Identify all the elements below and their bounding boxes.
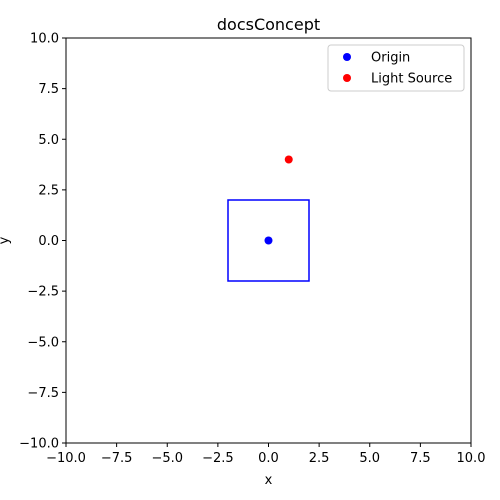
legend-label-origin: Origin bbox=[371, 51, 410, 66]
legend-marker-light-source bbox=[343, 74, 351, 82]
x-tick-label: −10.0 bbox=[46, 451, 86, 466]
chart-title: docsConcept bbox=[217, 15, 320, 34]
x-axis-label: x bbox=[265, 473, 273, 488]
x-tick-label: 2.5 bbox=[309, 451, 330, 466]
y-axis-ticks: −10.0 −7.5 −5.0 −2.5 0.0 2.5 5.0 7.5 10.0 bbox=[19, 32, 66, 452]
point-origin-0 bbox=[264, 236, 273, 245]
y-tick-label: 10.0 bbox=[30, 32, 59, 47]
y-tick-label: 0.0 bbox=[38, 234, 59, 249]
y-tick-label: 5.0 bbox=[38, 133, 59, 148]
plot-rectangle-0 bbox=[227, 199, 310, 282]
plot-points bbox=[264, 155, 293, 245]
x-tick-label: 7.5 bbox=[410, 451, 431, 466]
y-tick-label: −10.0 bbox=[19, 437, 59, 452]
x-tick-label: 5.0 bbox=[359, 451, 380, 466]
x-tick-label: −2.5 bbox=[202, 451, 234, 466]
x-tick-label: −7.5 bbox=[101, 451, 133, 466]
legend-marker-origin bbox=[343, 53, 351, 61]
legend-label-light-source: Light Source bbox=[371, 72, 452, 87]
y-tick-label: −2.5 bbox=[27, 285, 59, 300]
legend: Origin Light Source bbox=[327, 44, 465, 92]
point-light-source-0 bbox=[284, 155, 293, 164]
plot-shapes bbox=[227, 199, 310, 282]
y-tick-label: −7.5 bbox=[27, 386, 59, 401]
y-tick-label: −5.0 bbox=[27, 335, 59, 350]
x-axis-ticks: −10.0 −7.5 −5.0 −2.5 0.0 2.5 5.0 7.5 10.0 bbox=[46, 443, 485, 466]
y-axis-label: y bbox=[0, 236, 12, 244]
legend-frame bbox=[327, 44, 465, 92]
x-tick-label: 10.0 bbox=[457, 451, 486, 466]
y-tick-label: 7.5 bbox=[38, 82, 59, 97]
x-tick-label: −5.0 bbox=[151, 451, 183, 466]
x-tick-label: 0.0 bbox=[258, 451, 279, 466]
y-tick-label: 2.5 bbox=[38, 183, 59, 198]
